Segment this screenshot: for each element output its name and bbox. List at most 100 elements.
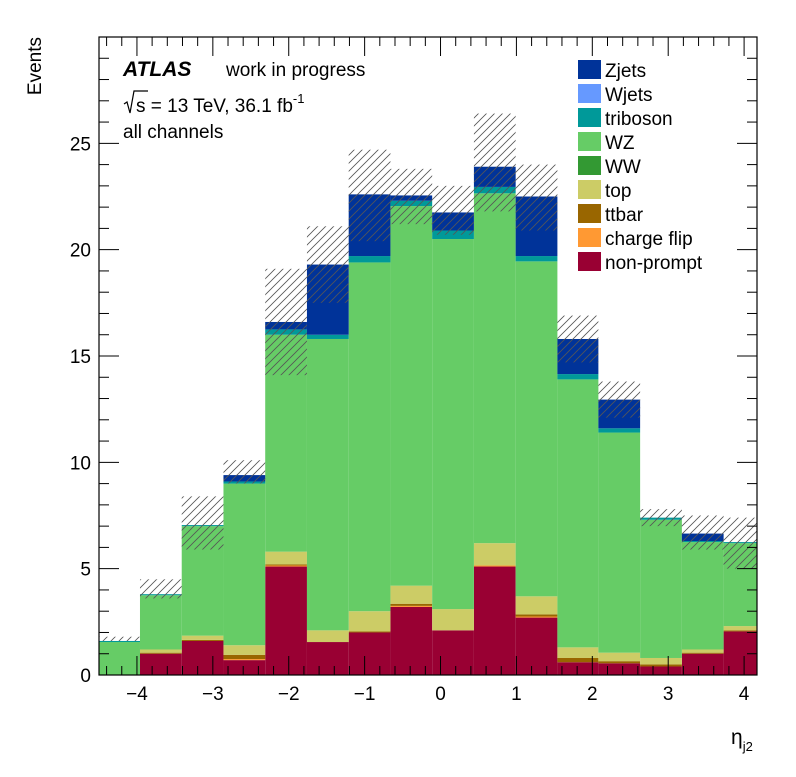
x-tick-label: −2 <box>278 684 300 705</box>
uncertainty-band-bin <box>223 460 266 484</box>
bar-wz <box>390 206 433 586</box>
bar-top <box>181 635 224 640</box>
energy-text: = 13 TeV, 36.1 fb <box>146 96 293 117</box>
bar-non-prompt <box>306 642 349 675</box>
bar-top <box>139 649 182 653</box>
uncertainty-band-layer <box>99 113 757 641</box>
legend-swatch-wz <box>578 132 601 151</box>
legend-swatch-ttbar <box>578 204 601 223</box>
bar-non-prompt <box>598 663 641 675</box>
x-axis-label-subscript: j2 <box>742 739 753 754</box>
bar-ttbar <box>265 564 307 566</box>
bar-ttbar <box>390 603 433 606</box>
bar-triboson <box>306 334 349 339</box>
uncertainty-band-bin <box>515 164 558 231</box>
bar-ttbar <box>557 657 599 663</box>
uncertainty-band-bin <box>99 636 140 641</box>
bar-non-prompt <box>640 666 682 675</box>
legend-label-ww: WW <box>605 157 641 178</box>
y-axis-label: Events <box>25 37 46 95</box>
x-tick-label: 3 <box>663 684 674 705</box>
uncertainty-band-bin <box>348 149 391 242</box>
bar-wz <box>348 262 391 612</box>
legend-swatch-zjets <box>578 60 601 79</box>
sqrt-icon <box>123 90 148 114</box>
bar-ttbar <box>139 652 182 654</box>
bar-ttbar <box>640 664 682 667</box>
bar-top <box>306 630 349 643</box>
bar-top <box>515 596 558 615</box>
x-tick-label: −4 <box>126 684 148 705</box>
work-in-progress-label: work in progress <box>225 60 365 81</box>
bar-top <box>223 645 266 655</box>
bar-triboson <box>99 640 140 643</box>
bar-ttbar <box>723 630 757 632</box>
uncertainty-band-bin <box>390 168 433 225</box>
bar-ttbar <box>681 652 724 654</box>
bar-charge-flip <box>515 616 558 618</box>
x-tick-label: 1 <box>511 684 522 705</box>
bar-top <box>473 543 516 566</box>
uncertainty-band-bin <box>265 268 307 376</box>
bar-charge-flip <box>223 659 266 661</box>
bar-wz <box>99 642 140 675</box>
energy-luminosity-text: s = 13 TeV, 36.1 fb-1 <box>136 91 304 117</box>
bar-ttbar <box>348 631 391 633</box>
bar-wz <box>473 193 516 544</box>
energy-prefix: s <box>136 96 146 117</box>
uncertainty-band-bin <box>306 226 349 303</box>
bar-non-prompt <box>557 662 599 675</box>
bar-triboson <box>348 256 391 263</box>
bar-top <box>557 647 599 658</box>
bar-non-prompt <box>139 653 182 675</box>
legend-label-triboson: triboson <box>605 109 673 130</box>
bar-ttbar <box>181 639 224 641</box>
bar-top <box>265 551 307 565</box>
bar-top <box>681 649 724 653</box>
x-tick-label: −3 <box>202 684 224 705</box>
legend-swatch-triboson <box>578 108 601 127</box>
bar-ttbar <box>515 614 558 617</box>
bar-non-prompt <box>348 632 391 675</box>
uncertainty-band-bin <box>598 381 641 418</box>
legend-swatch-top <box>578 180 601 199</box>
x-axis-label: ηj2 <box>731 726 753 754</box>
bar-non-prompt <box>223 660 266 675</box>
x-tick-label: 2 <box>587 684 598 705</box>
bar-wz <box>306 338 349 631</box>
bar-wz <box>557 379 599 648</box>
bar-top <box>390 585 433 604</box>
legend-swatch-ww <box>578 156 601 175</box>
legend-label-wjets: Wjets <box>605 85 653 106</box>
bar-wz <box>139 595 182 650</box>
y-tick-label: 25 <box>70 134 91 155</box>
bar-non-prompt <box>265 566 307 675</box>
bar-wz <box>223 483 266 646</box>
bar-wz <box>432 239 474 610</box>
bar-non-prompt <box>181 640 224 675</box>
y-tick-label: 5 <box>80 560 91 581</box>
bar-triboson <box>598 428 641 433</box>
x-axis-label-main: η <box>731 726 743 749</box>
labels-layer: Events ηj2 ATLAS work in progress s = 13… <box>25 37 753 754</box>
energy-luminosity-label: s = 13 TeV, 36.1 fb-1 <box>123 90 304 117</box>
bar-triboson <box>515 256 558 262</box>
bar-top <box>723 626 757 631</box>
legend-label-charge-flip: charge flip <box>605 229 693 250</box>
uncertainty-band-bin <box>723 517 757 569</box>
legend-label-wz: WZ <box>605 133 635 154</box>
y-tick-label: 15 <box>70 347 91 368</box>
bar-top <box>598 652 641 662</box>
bar-ttbar <box>598 661 641 664</box>
legend: Zjets Wjets triboson WZ WW top ttbar charge fli… <box>578 60 703 274</box>
bar-wz <box>640 519 682 658</box>
legend-swatch-charge-flip <box>578 228 601 247</box>
y-tick-label: 0 <box>80 666 91 687</box>
bar-non-prompt <box>473 566 516 675</box>
y-tick-label: 10 <box>70 453 91 474</box>
ticks-layer: −4 −3 −2 −1 0 1 2 3 4 0 5 10 15 20 25 <box>70 37 757 705</box>
bar-wz <box>681 542 724 650</box>
energy-superscript: -1 <box>293 91 305 106</box>
